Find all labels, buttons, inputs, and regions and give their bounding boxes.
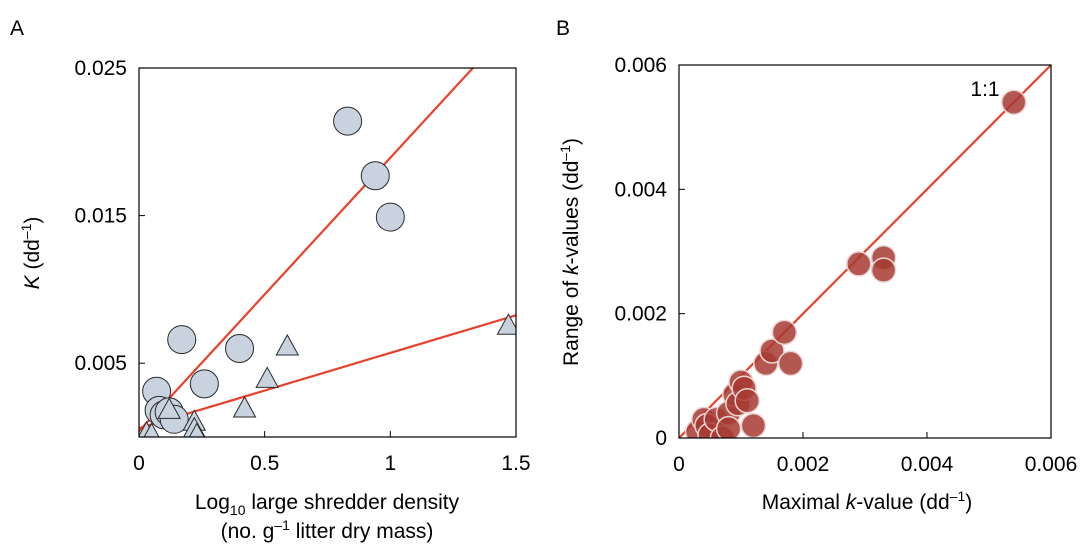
panel-b-y-tick-label: 0.006 [614,54,667,77]
panel-b-data-point [740,412,767,438]
panel-a-label: A [10,17,24,40]
panel-a-circle-point [225,333,255,363]
panel-a-triangle-point [255,366,280,388]
panel-b-y-tick-label: 0.004 [614,178,667,201]
panel-b-x-tick-label: 0.002 [777,453,830,476]
panel-a-circle-point [333,106,363,136]
panel-a-x-tick-label: 0.5 [250,452,279,475]
panel-a-y-axis-label: K (dd–1) [18,217,44,290]
panel-b-annotation-1-1: 1:1 [970,78,999,101]
panel-b-data-point [870,257,897,283]
panel-b-y-ticks: 0 0.002 0.004 0.006 [614,54,685,450]
panel-b-y-tick-label: 0 [655,427,667,450]
panel-a-triangle-point [143,422,160,437]
panel-b-x-axis-label: Maximal k-value (dd–1) [762,488,972,514]
panel-b-data-point [777,350,804,377]
panel-a-triangle-point [232,395,257,418]
panel-a-circle-point [189,369,219,399]
panel-a: A 0 0.5 1 1.5 0.005 0.015 0.025 Log10 large s… [10,17,531,543]
panel-a-clip [139,68,516,437]
panel-b-data-point [759,338,785,364]
panel-a-frame [138,67,517,438]
panel-a-y-tick-label: 0.025 [74,57,127,80]
panel-a-circle-point [167,325,197,355]
panel-a-x-axis-label-line1: Log10 large shredder density [195,491,460,518]
panel-b-plot [679,65,1051,438]
panel-b-x-tick-label: 0.004 [901,453,954,476]
panel-a-x-tick-label: 1 [384,452,396,475]
panel-a-y-tick-label: 0.015 [74,205,127,228]
panel-b-x-tick-label: 0 [673,453,685,476]
panel-b-data-point [734,387,760,414]
panel-a-x-axis-label-line2: (no. g–1 litter dry mass) [221,517,434,543]
panel-a-trend-line-1 [139,68,475,432]
panel-a-circle-point [375,202,405,232]
panel-a-x-tick-label: 1.5 [501,452,530,475]
panel-b-x-ticks: 0 0.002 0.004 0.006 [673,432,1077,476]
panel-b-data-point [771,319,798,346]
panel-a-triangle-point [496,313,516,335]
panel-a-trend-line-2 [139,314,516,430]
panel-b-x-tick-label: 0.006 [1025,453,1078,476]
panel-a-x-ticks: 0 0.5 1 1.5 [133,431,531,475]
panel-b-frame [678,64,1052,439]
panel-b-data-point [715,415,742,438]
panel-b-clip [679,65,1051,438]
panel-a-x-tick-label: 0 [133,452,145,475]
panel-a-plot [139,68,516,437]
panel-b-y-tick-label: 0.002 [614,303,667,326]
panel-a-y-tick-label: 0.005 [74,352,127,375]
panel-b-data-point [1001,89,1027,116]
panel-a-triangle-point [157,397,182,419]
panel-b-label: B [556,17,570,40]
panel-a-triangle-point [188,422,205,437]
panel-a-y-ticks: 0.005 0.015 0.025 [74,57,145,375]
panel-a-triangle-point [275,333,300,356]
panel-b-y-axis-label: Range of k-values (dd–1) [557,138,583,366]
panel-b-data-point [846,251,872,277]
panel-a-circle-point [360,161,390,191]
